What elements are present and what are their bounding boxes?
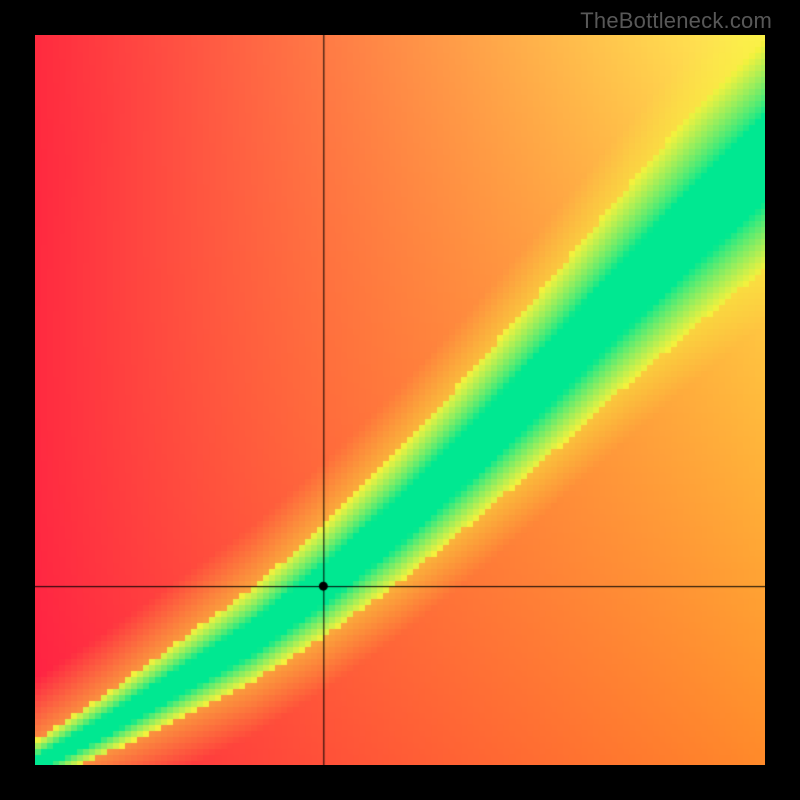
- heatmap-canvas: [35, 35, 765, 765]
- plot-area: [35, 35, 765, 765]
- watermark-text: TheBottleneck.com: [580, 8, 772, 34]
- chart-frame: TheBottleneck.com: [0, 0, 800, 800]
